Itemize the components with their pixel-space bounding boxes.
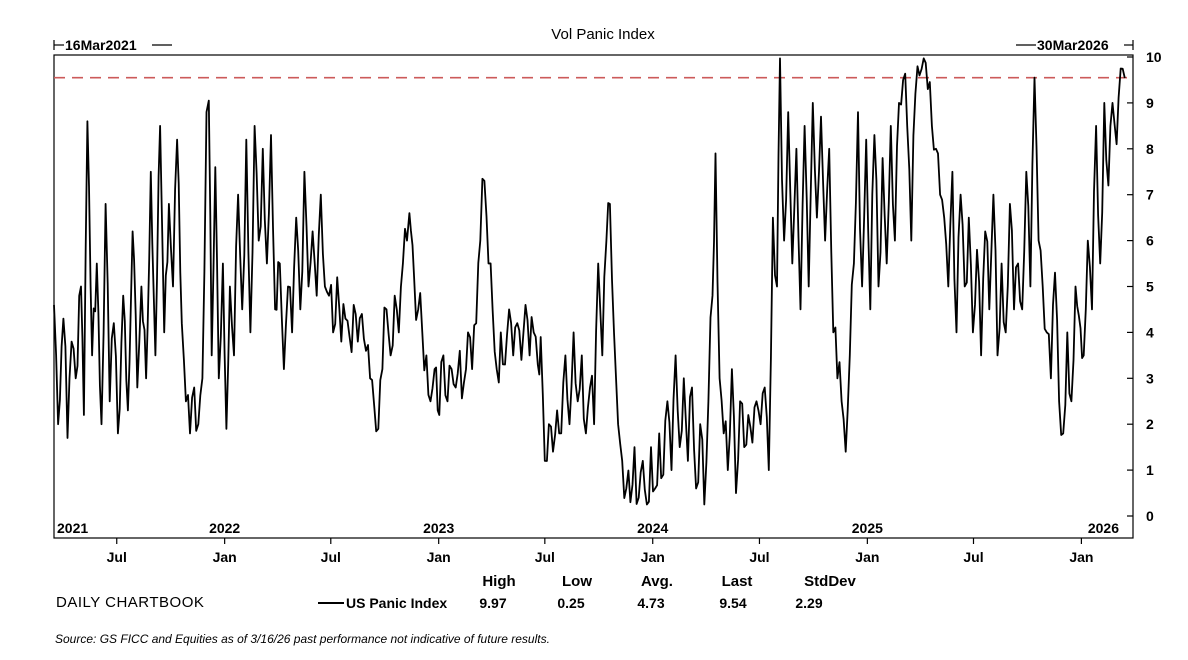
- series-0-path: [53, 57, 1126, 506]
- stat-value: 2.29: [795, 595, 822, 611]
- stat-value: 4.73: [637, 595, 664, 611]
- year-label: 2024: [637, 520, 668, 536]
- series-line: [53, 57, 1126, 506]
- y-tick-label: 1: [1146, 462, 1154, 478]
- x-tick-label: Jul: [535, 549, 555, 565]
- year-label: 2021: [57, 520, 88, 536]
- x-tick-label: Jan: [427, 549, 451, 565]
- stat-header: StdDev: [804, 573, 856, 590]
- y-tick-label: 10: [1146, 49, 1162, 65]
- end-date-marker: 30Mar2026: [1016, 37, 1134, 53]
- plot-frame: [53, 54, 1134, 539]
- year-label: 2022: [209, 520, 240, 536]
- source-note: Source: GS FICC and Equities as of 3/16/…: [55, 632, 550, 646]
- y-tick-label: 8: [1146, 141, 1154, 157]
- stat-value: 9.54: [719, 595, 746, 611]
- year-label: 2023: [423, 520, 454, 536]
- stat-value: 9.97: [479, 595, 506, 611]
- start-date-marker: 16Mar2021: [53, 37, 172, 53]
- legend: US Panic Index: [318, 595, 447, 611]
- brand-label: DAILY CHARTBOOK: [56, 594, 204, 611]
- stats-table: High Low Avg. Last StdDev 9.97 0.25 4.73 9.54 2.2…: [479, 573, 856, 611]
- y-tick-label: 5: [1146, 279, 1154, 295]
- stat-header: Avg.: [641, 573, 673, 590]
- x-tick-label: Jul: [321, 549, 341, 565]
- x-axis: Jul Jan Jul Jan Jul Jan Jul Jan Jul Jan: [107, 538, 1093, 565]
- y-tick-label: 4: [1146, 324, 1154, 340]
- y-axis: 0 1 2 3 4 5 6 7 8 9 10: [1127, 49, 1162, 524]
- year-label: 2026: [1088, 520, 1119, 536]
- x-tick-label: Jul: [107, 549, 127, 565]
- y-tick-label: 2: [1146, 416, 1154, 432]
- x-tick-label: Jul: [963, 549, 983, 565]
- x-tick-label: Jan: [213, 549, 237, 565]
- y-tick-label: 6: [1146, 233, 1154, 249]
- year-labels: 2021 2022 2023 2024 2025 2026: [57, 520, 1119, 536]
- start-date-label: 16Mar2021: [65, 37, 137, 53]
- x-tick-label: Jan: [641, 549, 665, 565]
- legend-label: US Panic Index: [346, 595, 447, 611]
- stat-header: Low: [562, 573, 592, 590]
- stat-header: Last: [722, 573, 753, 590]
- year-label: 2025: [852, 520, 883, 536]
- x-tick-label: Jul: [749, 549, 769, 565]
- end-date-label: 30Mar2026: [1037, 37, 1109, 53]
- stat-value: 0.25: [557, 595, 584, 611]
- y-tick-label: 9: [1146, 95, 1154, 111]
- x-tick-label: Jan: [1069, 549, 1093, 565]
- chart-title: Vol Panic Index: [551, 26, 655, 43]
- x-tick-label: Jan: [855, 549, 879, 565]
- y-tick-label: 3: [1146, 370, 1154, 386]
- stat-header: High: [482, 573, 515, 590]
- y-tick-label: 0: [1146, 508, 1154, 524]
- y-tick-label: 7: [1146, 187, 1154, 203]
